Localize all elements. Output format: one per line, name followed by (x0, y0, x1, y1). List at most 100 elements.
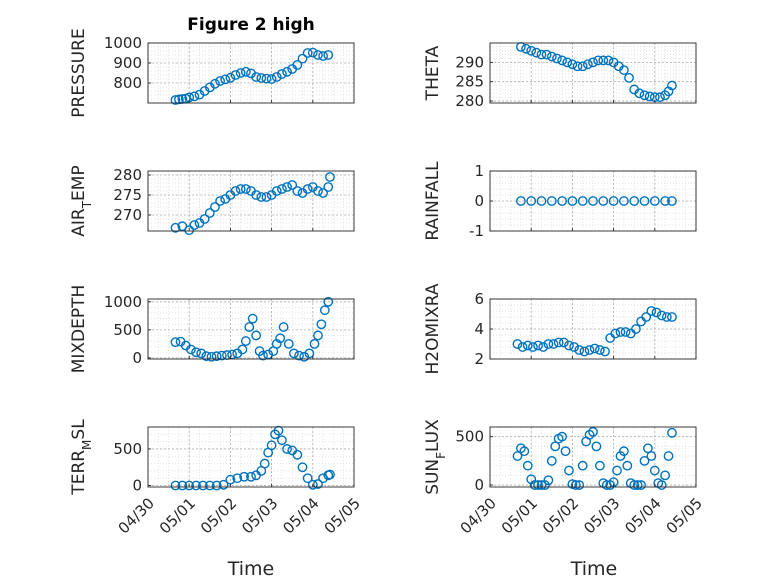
data-point (651, 307, 662, 318)
data-point (639, 196, 650, 206)
data-point (588, 57, 598, 68)
data-point (522, 460, 533, 471)
data-point (519, 446, 530, 457)
x-tick-label: 05/03 (238, 494, 281, 537)
x-tick-label: 05/02 (197, 494, 240, 537)
data-point (304, 348, 315, 359)
data-point (589, 343, 600, 354)
data-series (516, 196, 677, 206)
data-point (271, 186, 282, 196)
data-point (325, 469, 335, 480)
figure-title: Figure 2 high (187, 15, 315, 35)
y-axis-label: TERRMSL (69, 419, 94, 496)
data-point (220, 74, 231, 85)
data-point (259, 458, 270, 469)
data-point (660, 196, 670, 206)
data-point (598, 55, 609, 66)
data-point (529, 480, 540, 490)
data-point (297, 462, 308, 473)
data-point (660, 470, 670, 481)
data-point (189, 91, 200, 102)
data-point (201, 351, 212, 362)
data-series (170, 425, 335, 491)
data-point (244, 322, 255, 332)
data-point (199, 214, 210, 224)
data-point (204, 480, 215, 491)
x-tick-label: 05/01 (498, 494, 541, 537)
data-point (600, 346, 610, 357)
data-series (512, 426, 677, 490)
data-point (307, 47, 318, 58)
x-tick-label: 04/30 (115, 494, 158, 537)
data-point (289, 348, 299, 359)
data-point (512, 339, 523, 349)
data-point (210, 78, 220, 89)
data-point (318, 51, 328, 61)
data-point (204, 208, 215, 218)
data-point (667, 196, 677, 206)
data-point (206, 351, 217, 362)
data-point (634, 88, 645, 99)
x-tick-label: 05/05 (321, 494, 364, 537)
subplot-air-temp: 270 275 280 AIRTEMP (69, 165, 355, 237)
data-point (282, 66, 292, 77)
data-point (632, 480, 643, 490)
y-tick-label: 500 (113, 321, 142, 339)
axes-box (147, 170, 355, 232)
data-point (557, 55, 567, 66)
data-point (170, 222, 181, 233)
data-point (318, 188, 328, 198)
data-point (636, 480, 646, 490)
data-point (325, 172, 335, 182)
data-point (282, 444, 292, 454)
x-tick-label: 05/02 (539, 494, 582, 537)
data-point (276, 435, 287, 446)
data-point (170, 337, 181, 348)
data-series (516, 41, 677, 103)
y-tick-label: 275 (113, 186, 142, 204)
data-point (256, 192, 267, 202)
data-point (297, 53, 308, 64)
data-point (216, 350, 227, 361)
data-point (302, 184, 313, 194)
y-tick-label: 500 (455, 428, 484, 446)
data-point (323, 50, 334, 60)
axes-box (147, 298, 355, 360)
data-point (256, 73, 267, 83)
data-point (594, 345, 605, 355)
subplot-h2omixra: 2 4 6 H2OMIXRA (423, 283, 697, 375)
data-point (526, 45, 537, 56)
data-point (612, 465, 622, 476)
data-point (536, 480, 547, 490)
data-point (591, 441, 602, 452)
data-point (261, 192, 272, 202)
data-point (610, 328, 621, 339)
data-point (588, 426, 598, 437)
data-point (251, 190, 262, 200)
data-point (663, 451, 674, 461)
data-point (577, 460, 588, 471)
data-point (251, 72, 262, 82)
data-point (237, 344, 248, 355)
data-point (189, 220, 200, 230)
y-axis-label: SUNFLUX (423, 419, 448, 495)
data-point (230, 70, 241, 80)
subplot-rainfall: -1 0 1 RAINFALL (423, 161, 697, 241)
data-point (526, 196, 537, 206)
data-point (173, 94, 184, 105)
axes-box (147, 42, 355, 104)
data-point (323, 296, 334, 307)
data-point (271, 72, 282, 82)
data-point (546, 455, 557, 466)
data-point (656, 310, 667, 321)
data-point (541, 49, 552, 60)
data-point (516, 196, 526, 206)
data-point (273, 425, 284, 436)
data-point (313, 330, 323, 341)
data-point (572, 61, 583, 72)
data-point (533, 480, 543, 490)
data-point (593, 55, 604, 66)
